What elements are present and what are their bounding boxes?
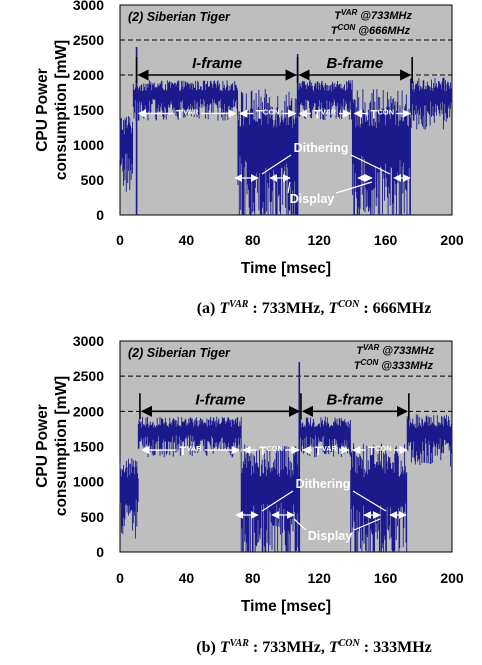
pointer-line — [261, 154, 292, 175]
frame-label: B-frame — [327, 391, 384, 408]
y-tick-label: 0 — [96, 207, 104, 223]
y-axis-label-line2: consumption [mW] — [53, 40, 70, 180]
chart-panel-b: I-frame B-frame TVAR TCON TVAR TCON Ditherin… — [34, 333, 464, 656]
y-tick-label: 2500 — [73, 32, 104, 48]
pointer-line — [287, 181, 291, 194]
y-tick-label: 0 — [96, 544, 104, 560]
display-label: Display — [308, 529, 353, 543]
dithering-label: Dithering — [296, 477, 351, 491]
interval-label: TVAR — [176, 108, 199, 122]
y-tick-label: 2500 — [73, 368, 104, 384]
y-tick-labels: 0 500 1000 1500 2000 2500 3000 — [73, 333, 104, 560]
x-tick-label: 120 — [308, 232, 332, 248]
freq-label-con: TCON @333MHz — [354, 358, 434, 372]
x-tick-label: 160 — [374, 232, 398, 248]
pointer-line — [261, 490, 294, 512]
pointer-line — [353, 518, 381, 531]
frame-label: B-frame — [327, 55, 384, 72]
y-axis-label-line1: CPU Power — [34, 68, 51, 152]
y-axis-label-line2: consumption [mW] — [53, 376, 70, 516]
interval-label: TCON — [368, 444, 392, 458]
y-axis-label-line1: CPU Power — [34, 404, 51, 488]
x-tick-label: 0 — [116, 232, 124, 248]
x-tick-labels: 0 40 80 120 160 200 — [116, 232, 464, 248]
chart-panel-a: I-frame B-frame TVAR TCON TVAR TCON Ditherin… — [34, 0, 464, 317]
x-tick-label: 0 — [116, 570, 124, 586]
interval-label: TVAR — [314, 108, 337, 122]
interval-arrows: TVAR TCON TVAR TCON — [137, 108, 412, 122]
x-tick-label: 160 — [374, 570, 398, 586]
x-axis-label: Time [msec] — [241, 598, 331, 615]
y-tick-label: 1500 — [73, 439, 104, 455]
y-tick-labels: 0 500 1000 1500 2000 2500 3000 — [73, 0, 104, 223]
frame-label: I-frame — [192, 55, 242, 72]
x-tick-label: 200 — [440, 570, 464, 586]
freq-label-var: TVAR @733MHz — [334, 8, 412, 22]
y-tick-label: 2000 — [73, 403, 104, 419]
interval-arrows: TVAR TCON TVAR TCON — [141, 444, 408, 458]
x-tick-label: 200 — [440, 232, 464, 248]
interval-label: TVAR — [179, 444, 202, 458]
y-tick-label: 3000 — [73, 0, 104, 13]
interval-label: TCON — [259, 444, 283, 458]
power-trace-line — [119, 414, 453, 552]
interval-label: TVAR — [315, 444, 338, 458]
caption: (b) TVAR : 733MHz, TCON : 333MHz — [196, 638, 432, 656]
y-tick-label: 3000 — [73, 333, 104, 349]
interval-label: TCON — [256, 108, 280, 122]
display-label: Display — [290, 192, 335, 206]
x-tick-label: 80 — [245, 232, 261, 248]
y-tick-label: 500 — [81, 172, 105, 188]
x-tick-labels: 0 40 80 120 160 200 — [116, 570, 464, 586]
freq-label-con: TCON @666MHz — [331, 23, 411, 37]
pointer-line — [293, 518, 307, 531]
pointer-line — [350, 154, 391, 175]
x-tick-label: 40 — [179, 232, 195, 248]
frame-label: I-frame — [195, 391, 245, 408]
chart-title: (2) Siberian Tiger — [128, 346, 231, 360]
y-tick-label: 1000 — [73, 474, 104, 490]
x-tick-label: 120 — [308, 570, 332, 586]
caption: (a) TVAR : 733MHz, TCON : 666MHz — [197, 299, 432, 317]
y-tick-label: 2000 — [73, 67, 104, 83]
pointer-line — [352, 490, 387, 512]
power-trace — [119, 362, 453, 552]
y-tick-label: 1000 — [73, 137, 104, 153]
x-tick-label: 40 — [179, 570, 195, 586]
freq-label-var: TVAR @733MHz — [356, 343, 434, 357]
frame-arrows: I-frame B-frame — [135, 55, 413, 83]
dithering-label: Dithering — [294, 141, 349, 155]
y-tick-label: 1500 — [73, 102, 104, 118]
dithering-display-annotation: Dithering Display — [234, 141, 411, 206]
dithering-display-annotation: Dithering Display — [235, 477, 407, 543]
chart-title: (2) Siberian Tiger — [128, 10, 231, 24]
interval-label: TCON — [370, 108, 394, 122]
x-axis-label: Time [msec] — [241, 260, 331, 277]
pointer-line — [335, 181, 373, 194]
y-tick-label: 500 — [81, 509, 105, 525]
frame-arrows: I-frame B-frame — [139, 391, 410, 420]
x-tick-label: 80 — [245, 570, 261, 586]
